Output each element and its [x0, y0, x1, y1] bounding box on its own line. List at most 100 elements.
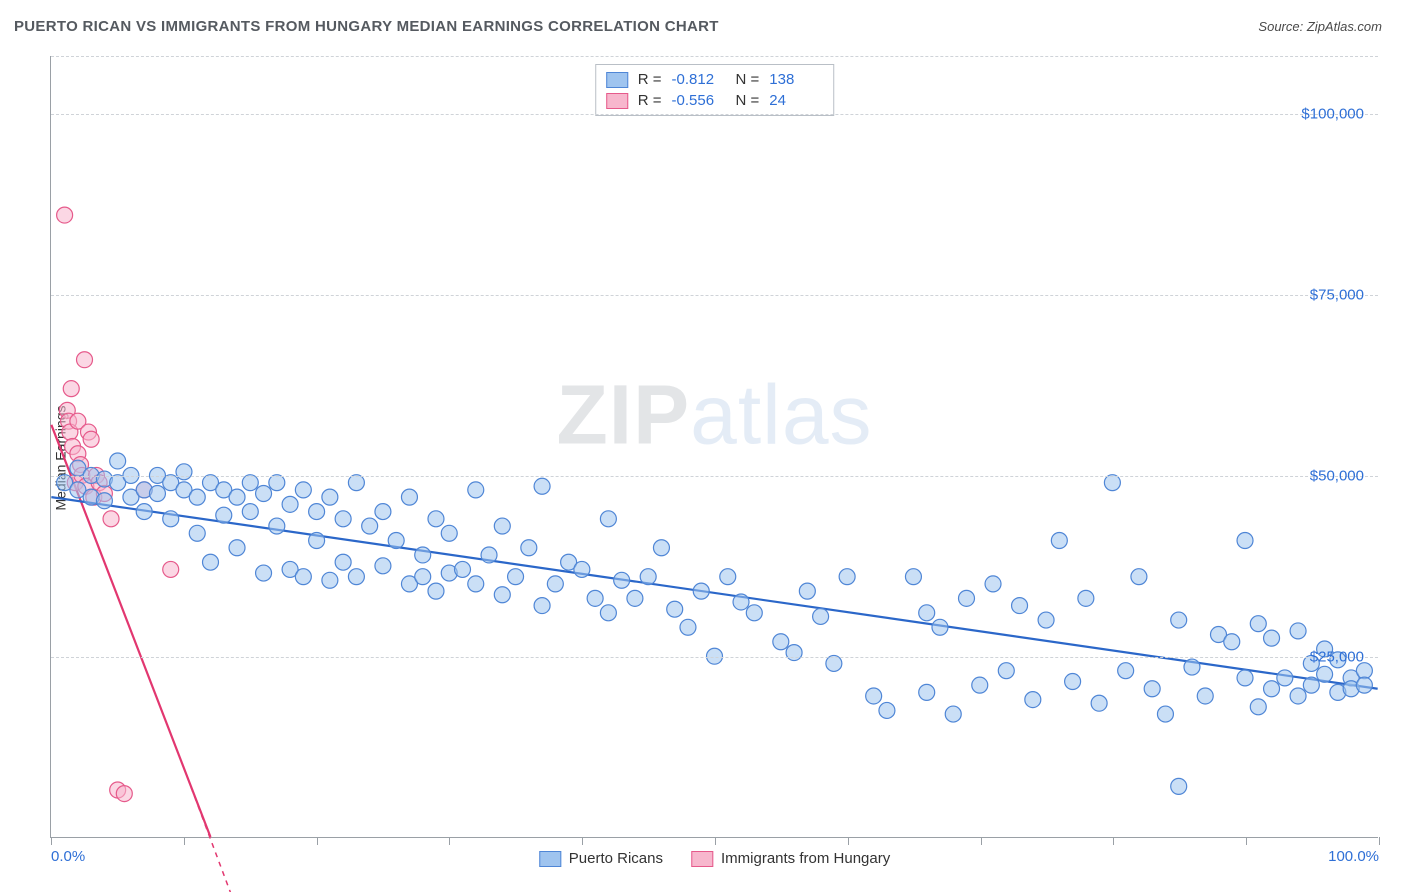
point-a: [441, 525, 457, 541]
source-label: Source:: [1258, 19, 1303, 34]
r-value-b: -0.556: [672, 92, 726, 109]
point-a: [163, 511, 179, 527]
point-a: [468, 482, 484, 498]
x-tick: [582, 837, 583, 845]
x-tick-label: 100.0%: [1328, 848, 1379, 865]
legend-item: Immigrants from Hungary: [691, 850, 890, 867]
stats-row-b: R = -0.556 N = 24: [606, 90, 824, 111]
point-a: [481, 547, 497, 563]
point-b: [57, 207, 73, 223]
point-a: [1356, 677, 1372, 693]
point-a: [1250, 616, 1266, 632]
point-a: [1250, 699, 1266, 715]
point-a: [600, 511, 616, 527]
point-a: [203, 554, 219, 570]
point-a: [256, 486, 272, 502]
point-b: [77, 352, 93, 368]
point-a: [242, 475, 258, 491]
legend-item: Puerto Ricans: [539, 850, 663, 867]
x-tick: [51, 837, 52, 845]
gridline: [51, 476, 1378, 477]
point-a: [415, 547, 431, 563]
point-a: [985, 576, 1001, 592]
point-a: [348, 475, 364, 491]
point-a: [574, 561, 590, 577]
point-a: [813, 608, 829, 624]
point-a: [1171, 778, 1187, 794]
y-tick-label: $75,000: [1310, 286, 1364, 303]
point-a: [1290, 688, 1306, 704]
point-a: [932, 619, 948, 635]
r-label-a: R =: [638, 71, 662, 88]
point-a: [1038, 612, 1054, 628]
point-a: [587, 590, 603, 606]
point-a: [959, 590, 975, 606]
point-a: [839, 569, 855, 585]
point-b: [83, 431, 99, 447]
point-a: [1065, 674, 1081, 690]
r-label-b: R =: [638, 92, 662, 109]
point-a: [1237, 533, 1253, 549]
chart-container: Median Earnings ZIPatlas R = -0.812 N = …: [14, 48, 1392, 868]
stats-legend-box: R = -0.812 N = 138 R = -0.556 N = 24: [595, 64, 835, 116]
n-label-a: N =: [736, 71, 760, 88]
trend-extrap-b: [184, 768, 250, 892]
point-a: [1091, 695, 1107, 711]
point-a: [229, 489, 245, 505]
legend-label: Immigrants from Hungary: [721, 850, 890, 867]
point-a: [1264, 630, 1280, 646]
point-a: [494, 518, 510, 534]
source-attribution: Source: ZipAtlas.com: [1258, 19, 1382, 34]
x-tick: [1246, 837, 1247, 845]
point-a: [1224, 634, 1240, 650]
gridline: [51, 295, 1378, 296]
point-a: [521, 540, 537, 556]
point-a: [945, 706, 961, 722]
n-label-b: N =: [736, 92, 760, 109]
point-a: [905, 569, 921, 585]
point-a: [1104, 475, 1120, 491]
y-tick-label: $25,000: [1310, 648, 1364, 665]
point-a: [229, 540, 245, 556]
point-a: [1051, 533, 1067, 549]
svg-layer: [51, 56, 1378, 837]
point-a: [733, 594, 749, 610]
point-a: [1025, 692, 1041, 708]
point-a: [1290, 623, 1306, 639]
point-a: [494, 587, 510, 603]
x-tick: [1379, 837, 1380, 845]
x-tick: [449, 837, 450, 845]
point-a: [1144, 681, 1160, 697]
point-a: [335, 511, 351, 527]
n-value-a: 138: [769, 71, 823, 88]
point-a: [189, 525, 205, 541]
point-a: [614, 572, 630, 588]
gridline: [51, 657, 1378, 658]
legend-swatch: [539, 851, 561, 867]
point-a: [1184, 659, 1200, 675]
point-a: [693, 583, 709, 599]
point-a: [322, 572, 338, 588]
point-a: [455, 561, 471, 577]
point-a: [1277, 670, 1293, 686]
point-a: [1118, 663, 1134, 679]
point-a: [640, 569, 656, 585]
point-a: [295, 482, 311, 498]
point-a: [362, 518, 378, 534]
point-a: [508, 569, 524, 585]
point-a: [879, 702, 895, 718]
point-a: [799, 583, 815, 599]
point-a: [627, 590, 643, 606]
point-a: [468, 576, 484, 592]
point-a: [149, 486, 165, 502]
swatch-series-b: [606, 93, 628, 109]
point-a: [415, 569, 431, 585]
swatch-series-a: [606, 72, 628, 88]
point-a: [256, 565, 272, 581]
point-a: [1131, 569, 1147, 585]
point-a: [282, 496, 298, 512]
source-value: ZipAtlas.com: [1307, 19, 1382, 34]
point-a: [786, 645, 802, 661]
gridline: [51, 114, 1378, 115]
point-b: [63, 381, 79, 397]
